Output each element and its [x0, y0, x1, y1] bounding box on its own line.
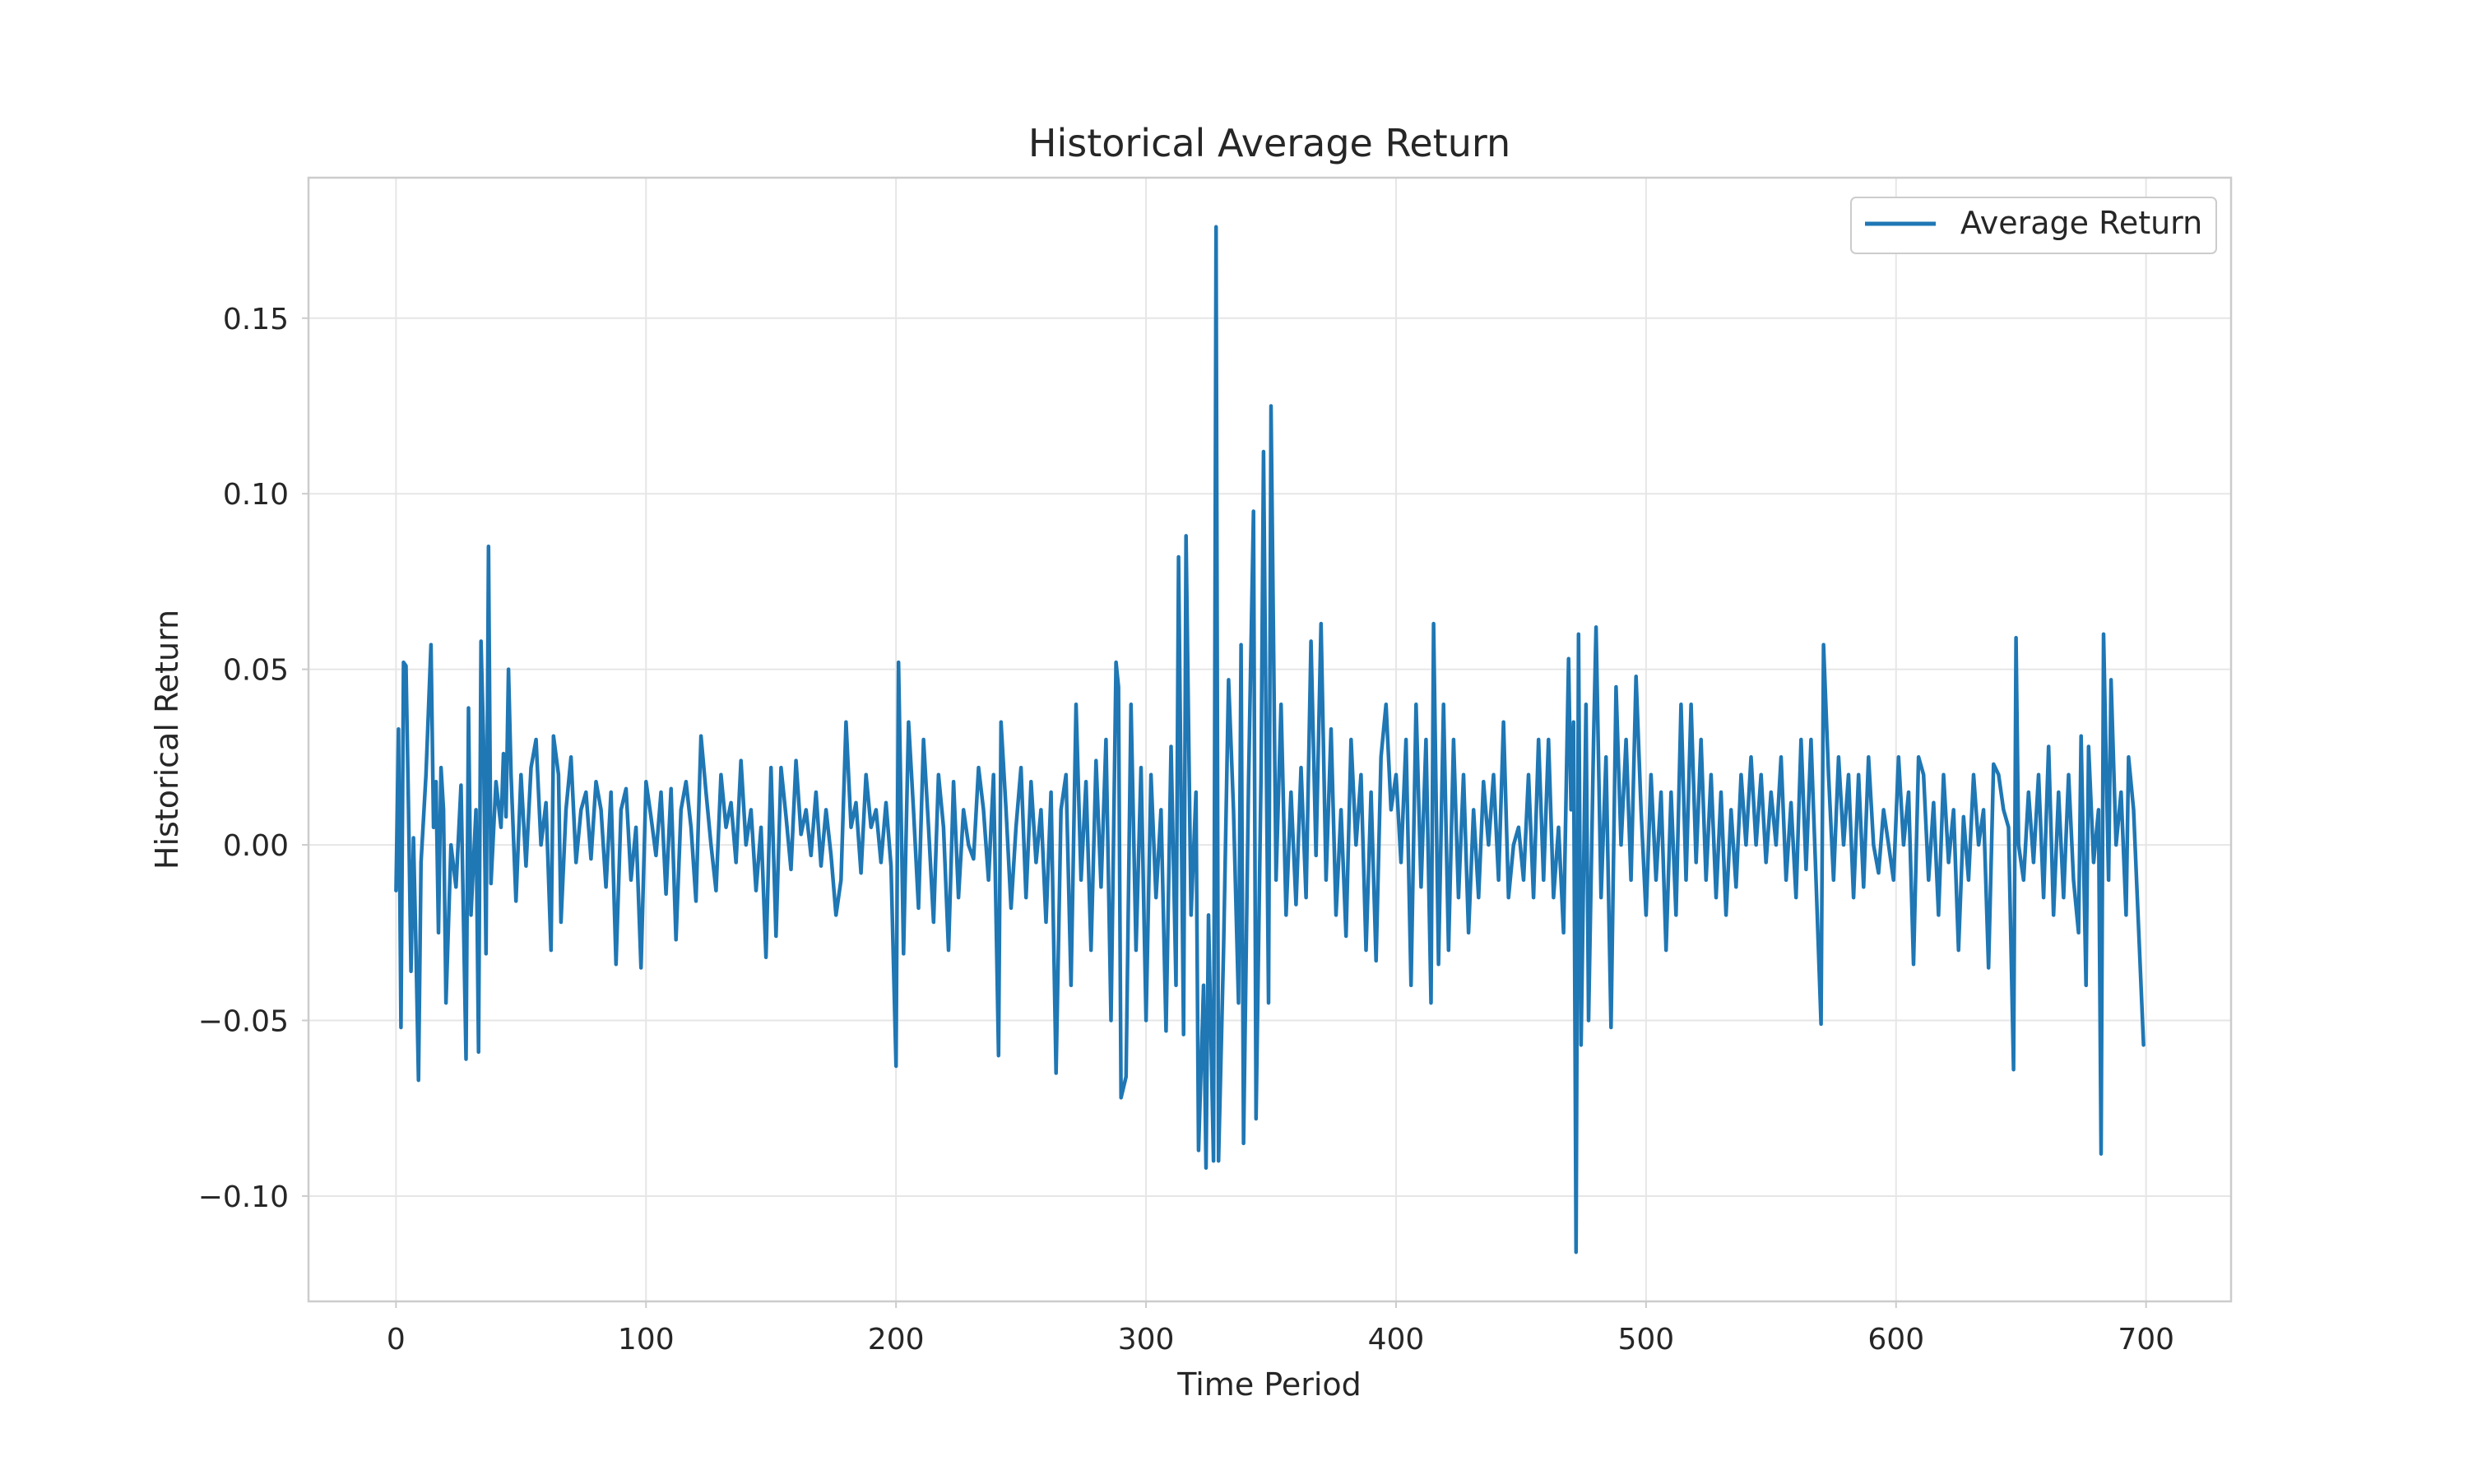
y-tick-label: 0.10 [223, 478, 289, 512]
series-layer [394, 225, 2146, 1254]
x-tick-label: 600 [1867, 1323, 1924, 1356]
x-tick-label: 200 [868, 1323, 925, 1356]
x-tick-label: 300 [1118, 1323, 1175, 1356]
y-tick-label: −0.10 [198, 1180, 289, 1214]
legend-frame [1850, 197, 2217, 254]
series-line-average-return [394, 225, 2146, 1254]
plot-area-frame [307, 176, 2233, 1303]
y-tick-label: 0.00 [223, 829, 289, 863]
axis-ticks: 0 100 200 300 400 500 600 700 −0.10 −0.05 0.00 0.05… [198, 303, 2174, 1356]
legend: Average Return [1850, 197, 2217, 254]
y-tick-label: 0.05 [223, 654, 289, 688]
legend-label-average-return: Average Return [1960, 205, 2202, 241]
x-tick-label: 700 [2118, 1323, 2174, 1356]
x-axis-label: Time Period [1176, 1366, 1362, 1403]
y-tick-label: 0.15 [223, 303, 289, 336]
chart-title: Historical Average Return [1028, 121, 1510, 165]
x-tick-label: 400 [1368, 1323, 1425, 1356]
y-axis-label: Historical Return [149, 610, 185, 870]
x-tick-label: 0 [387, 1323, 406, 1356]
x-tick-label: 100 [618, 1323, 675, 1356]
x-tick-label: 500 [1618, 1323, 1675, 1356]
y-tick-label: −0.05 [198, 1005, 289, 1039]
